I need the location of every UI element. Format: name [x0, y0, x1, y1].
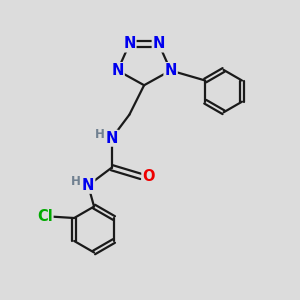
Text: H: H — [71, 175, 81, 188]
Text: N: N — [123, 37, 136, 52]
Text: O: O — [142, 169, 155, 184]
Text: Cl: Cl — [37, 209, 52, 224]
Text: H: H — [94, 128, 104, 141]
Text: N: N — [82, 178, 94, 193]
Text: N: N — [106, 131, 118, 146]
Text: N: N — [111, 63, 124, 78]
Text: N: N — [153, 37, 165, 52]
Text: N: N — [164, 63, 177, 78]
